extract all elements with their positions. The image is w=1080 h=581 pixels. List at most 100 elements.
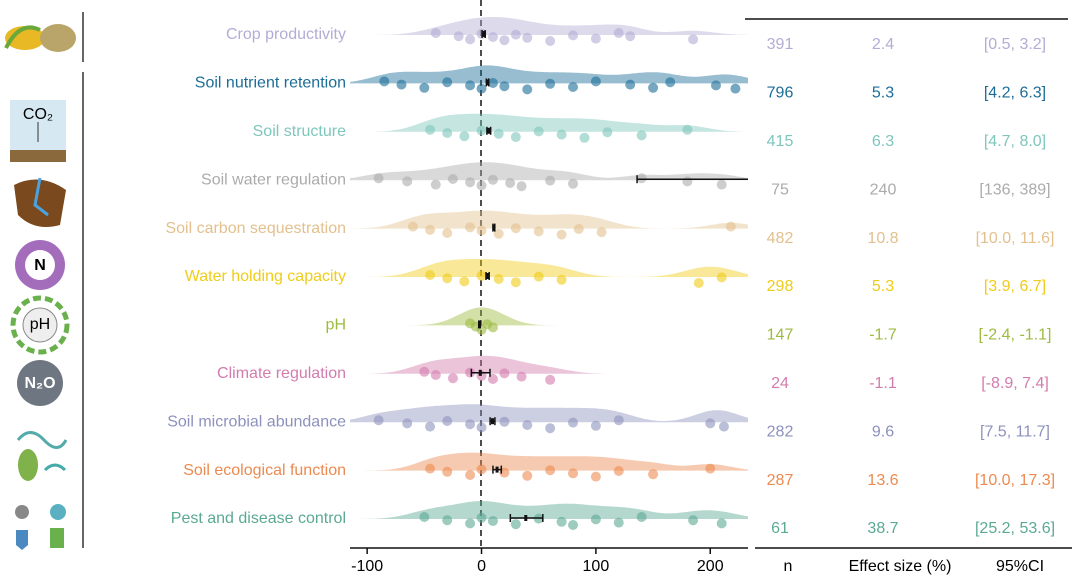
point	[465, 80, 476, 91]
effect-cell: 5.3	[872, 278, 894, 295]
effect-point	[478, 321, 482, 328]
effect-cell: 10.8	[867, 230, 898, 247]
effect-cell: -1.7	[869, 327, 897, 344]
point	[568, 520, 579, 530]
ci-cell: [-2.4, -1.1]	[979, 327, 1052, 344]
point	[510, 223, 521, 234]
point	[545, 465, 556, 476]
point	[459, 276, 470, 287]
row-label: pH	[326, 317, 346, 334]
effect-cell: 6.3	[872, 133, 894, 150]
density	[350, 501, 748, 519]
point	[556, 516, 567, 527]
row-label: Climate regulation	[217, 365, 346, 382]
density	[350, 452, 748, 471]
n-cell: 147	[767, 327, 794, 344]
point	[402, 418, 413, 429]
icons: CO₂ N pH N₂O	[4, 12, 84, 550]
point	[545, 423, 556, 434]
point	[613, 517, 624, 528]
n-cell: 482	[767, 230, 794, 247]
row-label: Soil ecological function	[183, 462, 346, 479]
point	[419, 512, 430, 522]
point	[476, 464, 487, 475]
point	[522, 420, 533, 430]
point	[516, 181, 527, 192]
point	[425, 421, 436, 432]
point	[425, 270, 436, 280]
point	[648, 469, 659, 480]
point	[613, 28, 624, 38]
point	[419, 82, 430, 93]
point	[688, 515, 699, 526]
density	[350, 259, 748, 277]
point	[613, 466, 624, 476]
n-cell: 415	[767, 133, 794, 150]
point	[425, 463, 436, 474]
point	[476, 125, 487, 136]
point	[590, 420, 601, 431]
point	[556, 129, 567, 140]
effect-cell: 240	[870, 181, 897, 198]
point	[447, 373, 458, 384]
point	[568, 82, 579, 92]
ci-cell: [25.2, 53.6]	[975, 520, 1055, 537]
point	[710, 80, 721, 91]
point	[568, 468, 579, 479]
point	[430, 179, 441, 190]
point	[442, 128, 453, 138]
ci-cell: [4.7, 8.0]	[984, 133, 1046, 150]
point	[430, 28, 441, 38]
point	[442, 515, 453, 526]
point	[590, 76, 601, 87]
point	[613, 415, 624, 426]
row-label: Soil structure	[253, 123, 346, 140]
ci-cell: [10.0, 17.3]	[975, 472, 1055, 489]
effect-point	[491, 418, 495, 425]
point	[636, 130, 647, 141]
point	[430, 370, 441, 380]
point	[716, 518, 727, 529]
point	[682, 124, 693, 135]
point	[476, 225, 487, 236]
x-tick-label: 100	[583, 558, 610, 575]
point	[499, 81, 510, 92]
point	[522, 32, 533, 43]
point	[716, 272, 727, 283]
point	[476, 512, 487, 523]
point	[499, 416, 510, 427]
n-cell: 24	[771, 375, 789, 392]
point	[556, 274, 567, 285]
point	[476, 180, 487, 191]
point	[725, 221, 736, 232]
effect-point	[486, 273, 490, 279]
point	[522, 84, 533, 95]
effect-cell: 13.6	[867, 472, 898, 489]
point	[545, 374, 556, 385]
point	[705, 463, 716, 474]
point	[442, 228, 453, 238]
svg-text:N₂O: N₂O	[24, 375, 55, 392]
point	[579, 132, 590, 143]
row-label: Soil nutrient retention	[195, 75, 346, 92]
point	[402, 176, 413, 187]
point	[487, 516, 498, 526]
point	[568, 178, 579, 189]
point	[625, 31, 636, 42]
point	[407, 221, 418, 232]
point	[442, 273, 453, 284]
density	[350, 113, 748, 132]
point	[476, 270, 487, 281]
point	[625, 79, 636, 90]
n-cell: 75	[771, 181, 789, 198]
point	[568, 417, 579, 428]
ci-cell: [7.5, 11.7]	[980, 423, 1050, 440]
density	[350, 17, 748, 35]
point	[545, 175, 556, 186]
point	[447, 174, 458, 184]
effect-point	[486, 79, 490, 86]
effect-cell: -1.1	[869, 375, 897, 392]
point	[682, 176, 693, 187]
point	[533, 271, 544, 282]
